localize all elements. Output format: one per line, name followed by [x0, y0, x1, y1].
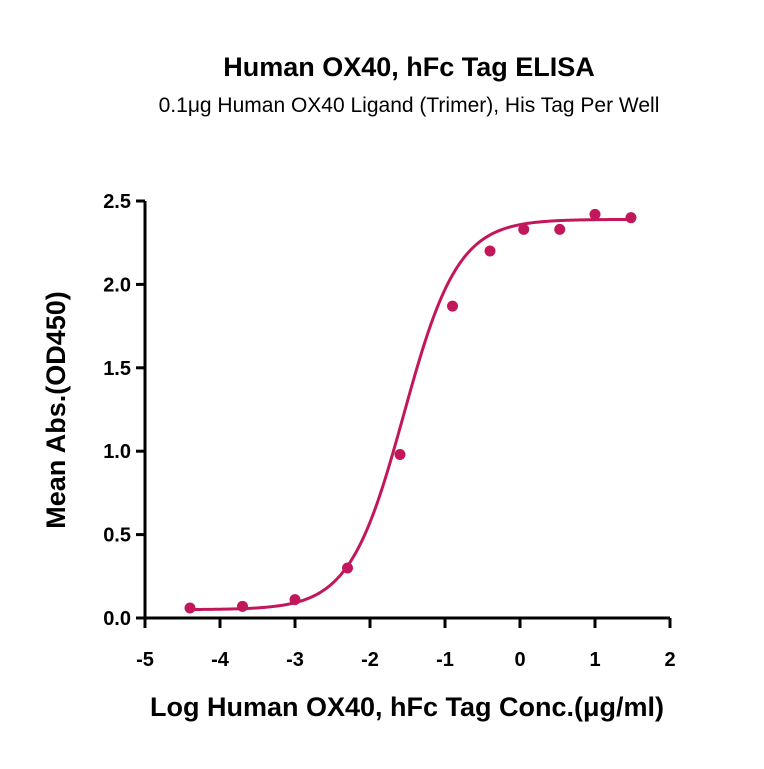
chart-subtitle: 0.1μg Human OX40 Ligand (Trimer), His Ta… [159, 94, 660, 117]
data-point [554, 223, 566, 235]
x-tick-label: -4 [211, 649, 230, 671]
x-axis-title: Log Human OX40, hFc Tag Conc.(μg/ml) [150, 692, 664, 722]
y-tick-label: 2.0 [103, 274, 131, 296]
x-tick-label: 0 [514, 649, 525, 671]
x-tick-label: -1 [436, 649, 454, 671]
data-point [447, 300, 458, 312]
fit-curve [189, 217, 632, 612]
data-point [289, 594, 301, 606]
data-point [184, 602, 196, 614]
x-tick-label: -2 [361, 649, 379, 671]
x-tick-label: 2 [664, 649, 675, 671]
x-tick-label: 1 [589, 649, 600, 671]
x-tick-label: -5 [136, 649, 154, 671]
y-tick-label: 2.5 [103, 191, 131, 213]
data-point [518, 223, 530, 235]
data-point [342, 562, 353, 574]
fit-curve-layer [189, 217, 632, 612]
y-tick-label: 0.5 [103, 525, 131, 547]
x-tick-label: -3 [286, 649, 304, 671]
data-point [625, 212, 637, 224]
y-axis-title: Mean Abs.(OD450) [41, 291, 71, 529]
y-tick-label: 0.0 [103, 608, 131, 630]
axes: 0.0 0.5 1.0 1.5 2.0 2.5 -5 -4 -3 -2 -1 0 1 2 [103, 191, 675, 671]
data-points-layer [184, 208, 637, 614]
data-point [589, 208, 601, 220]
data-point [237, 600, 248, 612]
data-point [484, 245, 496, 257]
data-point [394, 449, 406, 461]
y-tick-label: 1.0 [103, 441, 131, 463]
y-tick-label: 1.5 [103, 358, 131, 380]
chart-title: Human OX40, hFc Tag ELISA [223, 52, 595, 82]
